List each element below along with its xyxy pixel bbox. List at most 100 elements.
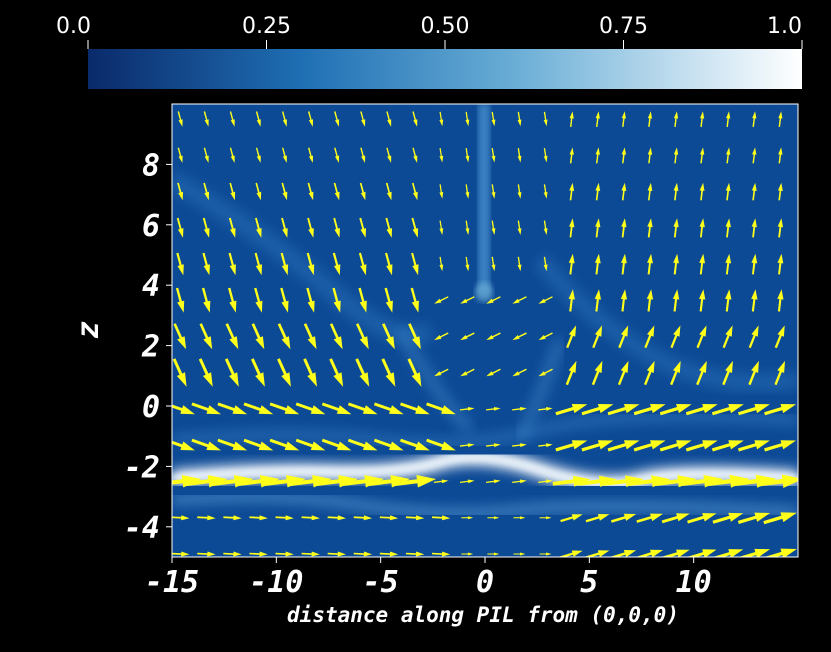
field-vector <box>460 296 475 304</box>
field-vector <box>751 182 757 201</box>
field-vector <box>172 440 195 451</box>
field-vector <box>738 440 770 452</box>
field-vector <box>358 287 367 313</box>
field-vector <box>699 182 705 201</box>
field-vector <box>581 404 614 416</box>
field-vector <box>647 253 653 275</box>
field-vector <box>712 549 744 557</box>
field-vector <box>465 148 470 163</box>
field-vector <box>263 475 306 488</box>
field-vector <box>393 475 437 488</box>
field-vector <box>764 404 796 416</box>
field-vector <box>517 184 522 199</box>
field-vector <box>277 358 291 387</box>
field-vector <box>303 358 317 387</box>
field-vector <box>491 184 496 199</box>
field-vector <box>539 516 552 520</box>
field-vector <box>512 479 527 484</box>
y-tick-label: 4 <box>142 269 160 304</box>
field-vector <box>439 184 444 199</box>
field-vector <box>538 332 553 341</box>
field-vector <box>191 438 221 451</box>
field-vector <box>591 360 603 386</box>
field-vector <box>177 111 183 127</box>
field-vector <box>731 474 777 488</box>
field-vector <box>315 475 358 488</box>
field-vector <box>202 217 210 238</box>
field-vector <box>367 475 410 488</box>
field-vector <box>778 182 783 201</box>
field-vector <box>486 479 501 484</box>
field-vector <box>407 358 422 387</box>
field-vector <box>332 252 341 276</box>
field-vector <box>306 252 315 276</box>
field-vector <box>360 111 366 127</box>
field-vector <box>255 217 262 238</box>
field-vector <box>197 515 216 521</box>
field-vector <box>687 549 717 557</box>
field-vector <box>670 360 681 386</box>
field-vector <box>486 443 501 448</box>
field-vector <box>400 438 430 451</box>
field-vector <box>191 402 221 415</box>
field-vector <box>512 332 527 341</box>
field-vector <box>225 323 239 350</box>
x-tick-label: -5 <box>363 565 399 600</box>
field-vector <box>578 475 617 487</box>
field-vector <box>334 111 340 127</box>
field-vector <box>777 253 784 275</box>
field-vector <box>512 443 527 448</box>
colorbar-tick-label: 0.75 <box>599 14 648 39</box>
field-vector <box>647 218 653 238</box>
field-vector <box>386 147 392 163</box>
field-vector <box>229 182 236 201</box>
field-vector <box>644 325 655 349</box>
field-vector <box>659 440 692 452</box>
field-vector <box>295 402 326 415</box>
field-vector <box>201 287 211 313</box>
field-vector <box>228 217 236 238</box>
field-vector <box>621 253 627 275</box>
field-vector <box>280 252 289 276</box>
vector-field <box>172 111 798 557</box>
field-vector <box>592 325 603 349</box>
field-vector <box>699 218 705 238</box>
field-vector <box>644 360 655 386</box>
field-vector <box>543 111 548 127</box>
field-vector <box>763 512 797 525</box>
field-vector <box>203 111 209 127</box>
field-vector <box>237 475 280 488</box>
field-vector <box>439 111 444 127</box>
field-vector <box>706 474 750 488</box>
field-vector <box>646 289 654 312</box>
field-vector <box>386 111 392 127</box>
field-vector <box>696 360 707 386</box>
x-axis-ticks: -15 -10 -5 0 5 10 <box>145 557 712 600</box>
field-vector <box>172 358 187 387</box>
field-vector <box>176 252 184 276</box>
field-vector <box>611 513 637 523</box>
field-vector <box>661 549 690 557</box>
field-vector <box>647 111 652 127</box>
field-vector <box>282 147 287 163</box>
field-vector <box>555 404 588 416</box>
field-vector <box>633 440 666 452</box>
field-vector <box>172 551 190 557</box>
field-vector <box>199 323 213 350</box>
y-tick-label: 0 <box>142 390 160 425</box>
field-vector <box>333 182 340 201</box>
field-vector <box>726 147 731 164</box>
field-vector <box>486 407 501 411</box>
colorbar-tick-label: 0.0 <box>56 14 91 39</box>
field-vector <box>778 111 783 127</box>
field-vector <box>321 438 352 451</box>
field-vector <box>699 289 706 312</box>
field-vector <box>618 325 629 349</box>
field-vector <box>280 287 289 313</box>
field-vector <box>217 402 248 415</box>
field-vector <box>764 440 796 452</box>
field-vector <box>359 182 366 201</box>
field-vector <box>327 551 346 557</box>
field-vector <box>426 438 456 451</box>
field-vector <box>751 218 757 238</box>
